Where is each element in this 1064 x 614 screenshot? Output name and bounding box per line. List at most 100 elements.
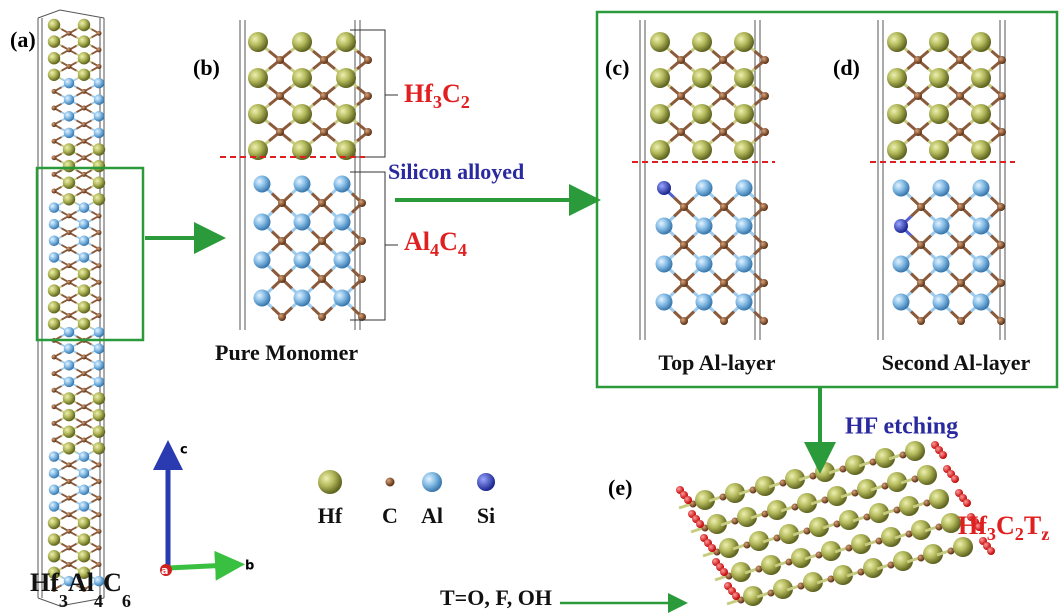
- caption: Top Al-layer: [658, 350, 775, 375]
- panel-label: (b): [193, 55, 220, 80]
- atom: [333, 289, 351, 307]
- atom: [48, 484, 60, 496]
- atom: [51, 138, 57, 144]
- atom: [66, 562, 72, 567]
- atom: [914, 92, 922, 100]
- atom: [735, 293, 753, 311]
- subscript: z: [1041, 524, 1049, 544]
- formula: Hf3C2: [404, 79, 470, 112]
- atom: [677, 128, 685, 136]
- atom: [47, 301, 61, 314]
- termination-label: T=O, F, OH: [440, 585, 552, 610]
- atom: [809, 472, 817, 480]
- atom: [863, 558, 883, 578]
- atom: [358, 199, 366, 207]
- atom: [62, 392, 76, 405]
- atom: [761, 510, 769, 518]
- atom: [62, 193, 76, 206]
- atom: [887, 68, 907, 88]
- atom: [47, 550, 61, 563]
- atom: [253, 251, 271, 269]
- atom: [797, 582, 805, 590]
- atom: [48, 467, 60, 479]
- atom: [684, 496, 692, 504]
- atom: [276, 128, 284, 136]
- atom: [92, 193, 106, 206]
- atom: [248, 104, 268, 124]
- atom: [62, 176, 76, 189]
- atom: [650, 104, 670, 124]
- atom: [719, 493, 727, 501]
- axis-label: b: [245, 559, 254, 574]
- atom: [956, 128, 964, 136]
- atom: [293, 289, 311, 307]
- panel-label: (d): [833, 55, 860, 80]
- formula-part: Hf: [30, 568, 59, 597]
- atom: [917, 279, 925, 287]
- atom: [785, 469, 805, 489]
- atom: [735, 255, 753, 273]
- atom: [749, 486, 757, 494]
- atom: [851, 489, 859, 497]
- formula-part: C: [439, 227, 458, 256]
- atom: [734, 32, 754, 52]
- atom: [81, 586, 87, 592]
- atom: [253, 175, 271, 193]
- atom: [77, 68, 91, 82]
- atom: [892, 179, 910, 197]
- atom: [932, 255, 950, 273]
- atom: [857, 479, 877, 499]
- atom: [917, 465, 937, 485]
- atom: [821, 541, 841, 561]
- subscript: 2: [1015, 524, 1024, 544]
- atom: [77, 550, 91, 563]
- atom: [66, 213, 72, 219]
- atom: [929, 489, 949, 509]
- atom: [333, 175, 351, 193]
- atom: [92, 143, 106, 156]
- atom: [956, 92, 964, 100]
- atom: [911, 520, 931, 540]
- atom: [677, 92, 685, 100]
- atom: [96, 64, 102, 69]
- atom: [839, 465, 847, 473]
- atom: [51, 155, 57, 161]
- atom: [81, 138, 87, 144]
- atom: [248, 32, 268, 52]
- formula: Hf3C2Tz: [958, 511, 1049, 544]
- atom: [77, 267, 91, 281]
- atom: [66, 263, 72, 269]
- atom: [720, 568, 728, 576]
- atom: [96, 30, 102, 36]
- atom: [827, 486, 847, 506]
- atom: [96, 479, 102, 484]
- atom: [827, 575, 835, 583]
- atom: [972, 293, 990, 311]
- axis-a: [160, 564, 172, 576]
- axis-b: [167, 550, 245, 581]
- atom: [47, 68, 61, 82]
- atom: [51, 188, 57, 194]
- atom: [815, 551, 823, 559]
- atom: [96, 296, 102, 302]
- atom: [96, 47, 102, 53]
- atom: [77, 52, 91, 65]
- atom: [941, 513, 961, 533]
- atom: [971, 68, 991, 88]
- atom: [77, 533, 91, 546]
- atom: [655, 217, 673, 235]
- atom: [78, 218, 90, 230]
- atom: [63, 111, 75, 122]
- atom: [96, 313, 102, 318]
- atom: [96, 263, 102, 269]
- atom: [81, 171, 87, 177]
- atom: [63, 326, 75, 338]
- atom: [66, 64, 72, 69]
- atom: [47, 35, 61, 48]
- atom: [92, 425, 106, 438]
- atom: [333, 251, 351, 269]
- atom: [917, 317, 925, 325]
- atom: [77, 284, 91, 297]
- atom: [737, 507, 757, 527]
- atom: [81, 105, 87, 111]
